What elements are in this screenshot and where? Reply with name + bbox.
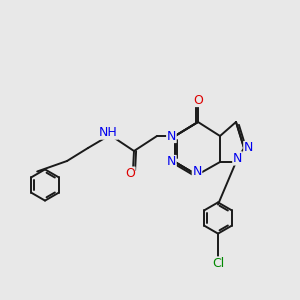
Text: O: O: [193, 94, 203, 106]
Text: N: N: [167, 155, 176, 169]
Text: N: N: [233, 152, 242, 165]
Text: Cl: Cl: [212, 257, 224, 270]
Text: N: N: [167, 130, 176, 142]
Text: N: N: [192, 165, 202, 178]
Text: NH: NH: [99, 126, 118, 139]
Text: O: O: [125, 167, 135, 180]
Text: N: N: [244, 142, 253, 154]
